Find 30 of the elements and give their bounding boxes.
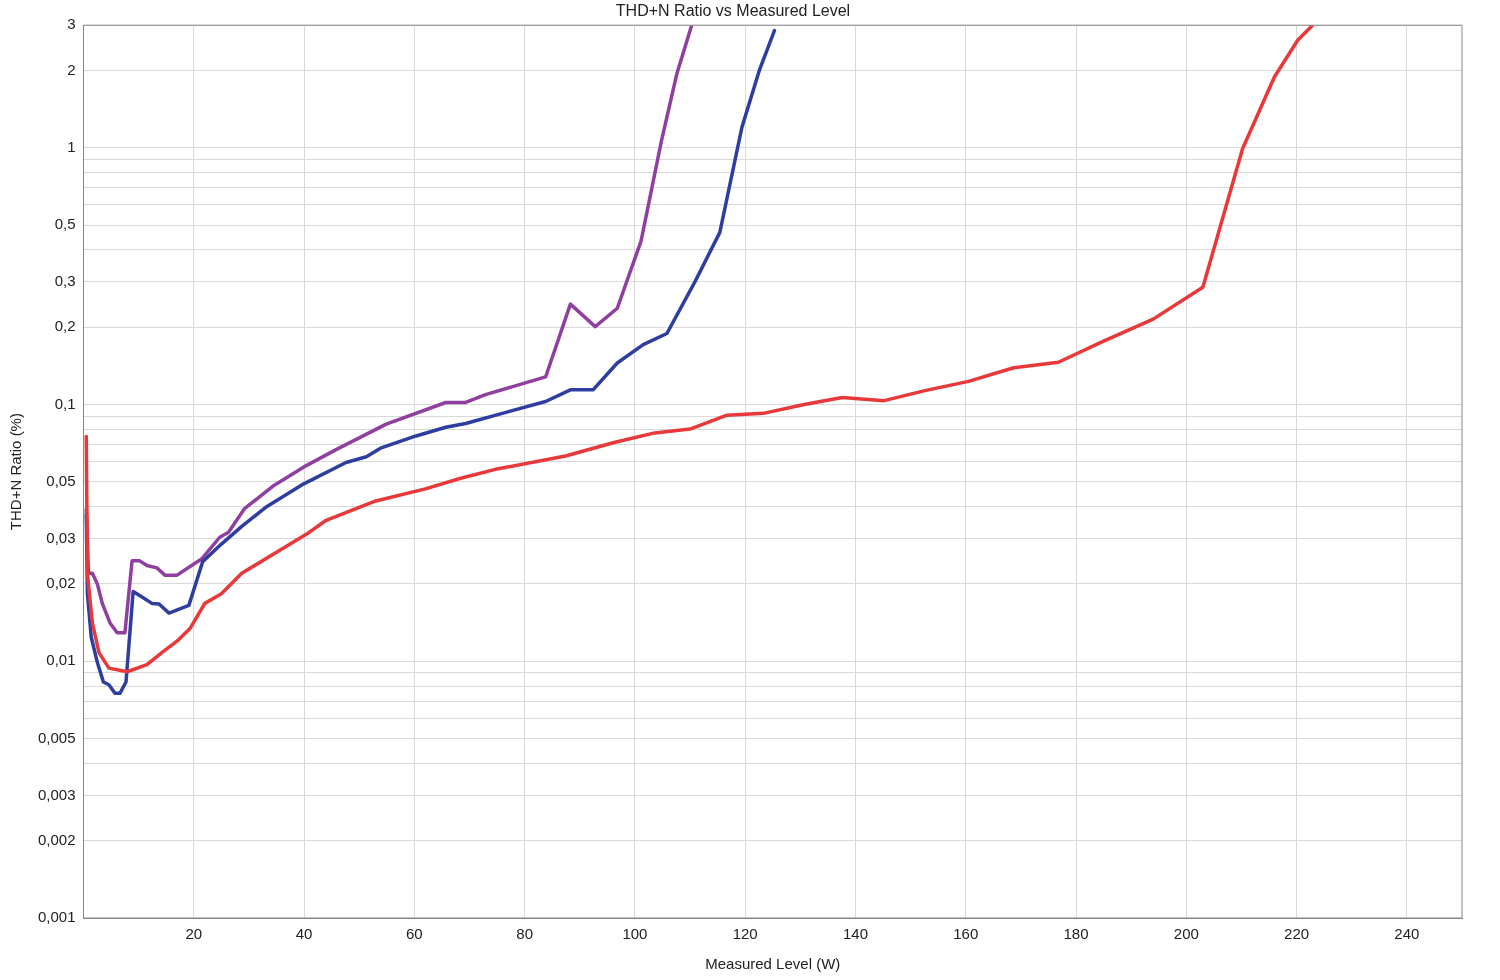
y-tick-label: 0,003: [37, 785, 76, 803]
y-tick-label: 0,3: [54, 272, 76, 290]
y-tick-label: 3: [67, 15, 76, 33]
y-tick-label: 0,001: [37, 908, 76, 926]
x-tick-label: 20: [185, 925, 203, 943]
x-tick-label: 180: [1063, 925, 1089, 943]
x-tick-label: 60: [406, 925, 423, 943]
y-tick-label: 0,002: [37, 830, 76, 848]
y-tick-label: 0,005: [37, 728, 76, 746]
x-tick-label: 40: [295, 925, 313, 943]
x-tick-label: 140: [842, 925, 868, 943]
y-tick-label: 0,5: [54, 215, 76, 233]
x-tick-label: 160: [953, 925, 979, 943]
y-tick-label: 0,05: [46, 471, 76, 489]
y-axis-title: THD+N Ratio (%): [7, 413, 25, 531]
x-tick-label: 240: [1394, 925, 1420, 943]
y-tick-label: 0,01: [46, 651, 76, 669]
x-tick-label: 200: [1173, 925, 1199, 943]
y-tick-label: 0,2: [54, 317, 76, 335]
y-tick-label: 0,03: [46, 528, 76, 546]
y-tick-label: 2: [67, 60, 76, 78]
y-tick-label: 1: [67, 137, 76, 155]
x-tick-label: 80: [516, 925, 533, 943]
x-tick-label: 120: [732, 925, 758, 943]
x-tick-label: 220: [1284, 925, 1310, 943]
x-tick-label: 100: [622, 925, 648, 943]
y-tick-label: 0,02: [46, 574, 76, 592]
y-tick-label: 0,1: [54, 394, 76, 412]
chart-title: THD+N Ratio vs Measured Level: [615, 2, 851, 20]
x-axis-title: Measured Level (W): [705, 955, 841, 973]
